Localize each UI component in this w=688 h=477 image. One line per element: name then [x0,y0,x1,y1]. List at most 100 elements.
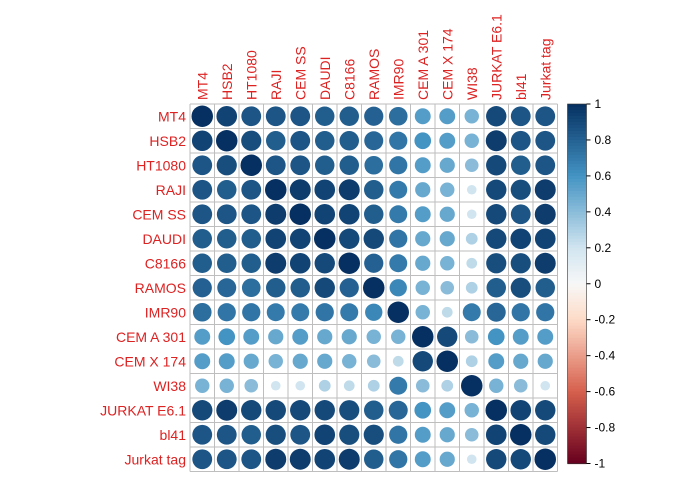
corr-circle-0-8 [388,106,408,126]
colorbar-tick-label: -0.8 [595,421,616,435]
corr-circle-6-3 [265,252,287,274]
colorbar-segment [567,313,587,318]
corr-circle-3-14 [534,179,556,201]
corr-circle-13-1 [216,424,237,445]
colorbar-segment [567,304,587,309]
corr-circle-5-5 [314,228,336,250]
corr-circle-14-0 [192,449,213,470]
colorbar-segment [567,346,587,351]
corr-circle-14-9 [414,451,431,468]
colorbar-segment [567,418,587,423]
corr-circle-3-5 [314,179,336,201]
corr-circle-8-12 [486,302,506,322]
colorbar-segment [567,391,587,396]
corr-circle-4-12 [486,204,507,225]
corr-circle-9-13 [512,328,529,345]
corr-circle-3-11 [466,184,477,195]
colorbar-segment [567,394,587,399]
row-label: DAUDI [142,231,186,247]
corr-circle-4-0 [192,204,213,225]
corr-circle-13-10 [439,427,455,443]
column-label: IMR90 [390,59,406,100]
colorbar-segment [567,334,587,339]
corr-circle-9-9 [412,326,434,348]
corr-circle-11-4 [295,380,306,391]
colorbar-segment [567,388,587,393]
colorbar-segment [567,343,587,348]
corr-circle-0-6 [339,106,359,126]
corr-circle-13-2 [241,425,261,445]
corr-circle-11-5 [318,379,331,392]
colorbar-segment [567,226,587,231]
column-label: CEM X 174 [439,28,455,100]
corr-circle-12-5 [314,400,335,421]
corr-circle-11-2 [244,378,259,393]
column-label: CEM A 301 [415,30,431,100]
corr-circle-0-2 [241,106,262,127]
colorbar-segment [567,358,587,363]
corr-circle-2-5 [315,155,335,175]
colorbar-segment [567,148,587,153]
corr-circle-9-1 [218,328,236,346]
colorbar-segment [567,121,587,126]
corr-circle-9-2 [243,328,260,345]
corr-circle-0-7 [364,106,384,126]
colorbar-tick-label: 0.6 [595,169,612,183]
colorbar-segment [567,397,587,402]
colorbar-segment [567,442,587,447]
corr-circle-11-0 [195,378,210,393]
colorbar-segment [567,364,587,369]
colorbar-tick-label: -0.2 [595,313,616,327]
corr-circle-5-3 [265,228,287,250]
colorbar-tick-label: 0.8 [595,133,612,147]
colorbar-tick-label: 0.4 [595,205,612,219]
corr-circle-14-1 [216,449,237,470]
colorbar-segment [567,154,587,159]
corr-circle-10-12 [488,353,505,370]
corr-circle-0-1 [216,105,238,127]
corr-circle-6-14 [534,252,556,274]
corr-circle-13-12 [485,424,507,446]
corr-circle-10-5 [317,353,333,369]
column-label: C8166 [341,59,357,100]
colorbar-segment [567,301,587,306]
corr-circle-7-13 [510,277,531,298]
corr-circle-12-13 [510,399,532,421]
colorbar-segment [567,139,587,144]
corr-circle-10-11 [465,355,478,368]
corr-circle-14-6 [338,448,360,470]
colorbar-legend: 1 0.8 0.6 0.4 0.2 0 -0.2 -0.4 -0.6 -0.8 -1 [567,97,616,471]
row-label: HT1080 [136,157,186,173]
row-label: bl41 [160,427,187,443]
corr-circle-10-13 [513,353,529,369]
colorbar-tick-label: 0.2 [595,241,612,255]
colorbar-segment [567,445,587,450]
corr-circle-2-1 [216,155,237,176]
corr-circle-8-3 [266,303,285,322]
corr-circle-3-6 [338,179,360,201]
colorbar-segment [567,157,587,162]
corr-circle-6-9 [415,255,431,271]
corr-circle-14-8 [389,450,408,469]
colorbar-segment [567,277,587,282]
row-label: JURKAT E6.1 [100,402,186,418]
corr-circle-12-8 [388,400,408,420]
colorbar-segment [567,373,587,378]
colorbar-segment [567,409,587,414]
corr-circle-12-6 [339,400,360,421]
corr-circle-11-7 [367,379,380,392]
colorbar-segment [567,115,587,120]
colorbar-segment [567,415,587,420]
colorbar-segment [567,268,587,273]
corr-circle-2-8 [389,156,408,175]
colorbar-segment [567,232,587,237]
corr-circle-13-3 [265,424,286,445]
corr-circle-8-14 [536,303,555,322]
colorbar-segment [567,127,587,132]
corr-circle-13-7 [363,424,384,445]
row-label: CEM SS [132,206,186,222]
column-label: WI38 [464,67,480,100]
corr-circle-6-11 [466,257,478,269]
corr-circle-8-5 [315,303,334,322]
